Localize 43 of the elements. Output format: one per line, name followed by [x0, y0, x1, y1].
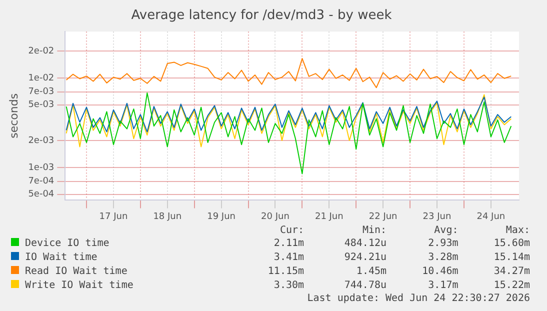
y-tick-label: 2e-03: [28, 136, 54, 146]
x-tick-label: 19 Jun: [207, 212, 236, 222]
text: 2.93m: [427, 237, 458, 251]
text: 2.11m: [272, 237, 304, 251]
x-tick-label: 20 Jun: [261, 212, 290, 222]
legend-label: Write IO Wait time: [25, 280, 134, 291]
x-tick-label: 23 Jun: [422, 212, 452, 222]
legend-label: Read IO Wait time: [25, 266, 128, 277]
legend-label: Device IO time: [25, 238, 110, 249]
text: Cur:: [278, 225, 304, 237]
text: 34.27m: [492, 265, 530, 279]
y-tick-label: 5e-03: [28, 100, 54, 110]
text: Min:: [361, 225, 387, 237]
text: Max:: [504, 225, 530, 237]
text: 3.41m: [272, 251, 304, 265]
x-tick-label: 17 Jun: [99, 212, 128, 222]
text: Last update: Wed Jun 24 22:30:27 2026: [306, 293, 530, 304]
text: 484.12u: [343, 237, 387, 251]
y-tick-label: 7e-04: [28, 176, 54, 187]
text: 1.45m: [355, 265, 387, 279]
text: Avg:: [433, 225, 458, 237]
y-tick-label: 7e-03: [28, 87, 54, 98]
chart-title: Average latency for /dev/md3 - by week: [131, 8, 392, 24]
text: 3.28m: [427, 251, 458, 265]
legend-label: IO Wait time: [25, 252, 98, 263]
x-tick-label: 24 Jun: [476, 212, 506, 222]
y-axis-title: seconds: [7, 93, 20, 138]
y-tick-label: 1e-03: [28, 162, 54, 173]
text: 15.14m: [492, 251, 530, 265]
text: 3.30m: [272, 279, 304, 293]
x-tick-label: 18 Jun: [153, 212, 182, 222]
text: 10.46m: [421, 265, 458, 279]
text: 15.22m: [492, 279, 530, 293]
text: 744.78u: [343, 279, 387, 293]
y-tick-label: 5e-04: [28, 190, 54, 200]
y-tick-label: 1e-02: [28, 73, 54, 84]
text: 11.15m: [266, 265, 304, 279]
text: 3.17m: [427, 279, 458, 293]
text: 924.21u: [343, 251, 387, 265]
x-tick-label: 21 Jun: [314, 212, 344, 222]
y-tick-label: 2e-02: [28, 46, 54, 56]
text: 15.60m: [492, 237, 530, 251]
x-tick-label: 22 Jun: [368, 212, 398, 222]
